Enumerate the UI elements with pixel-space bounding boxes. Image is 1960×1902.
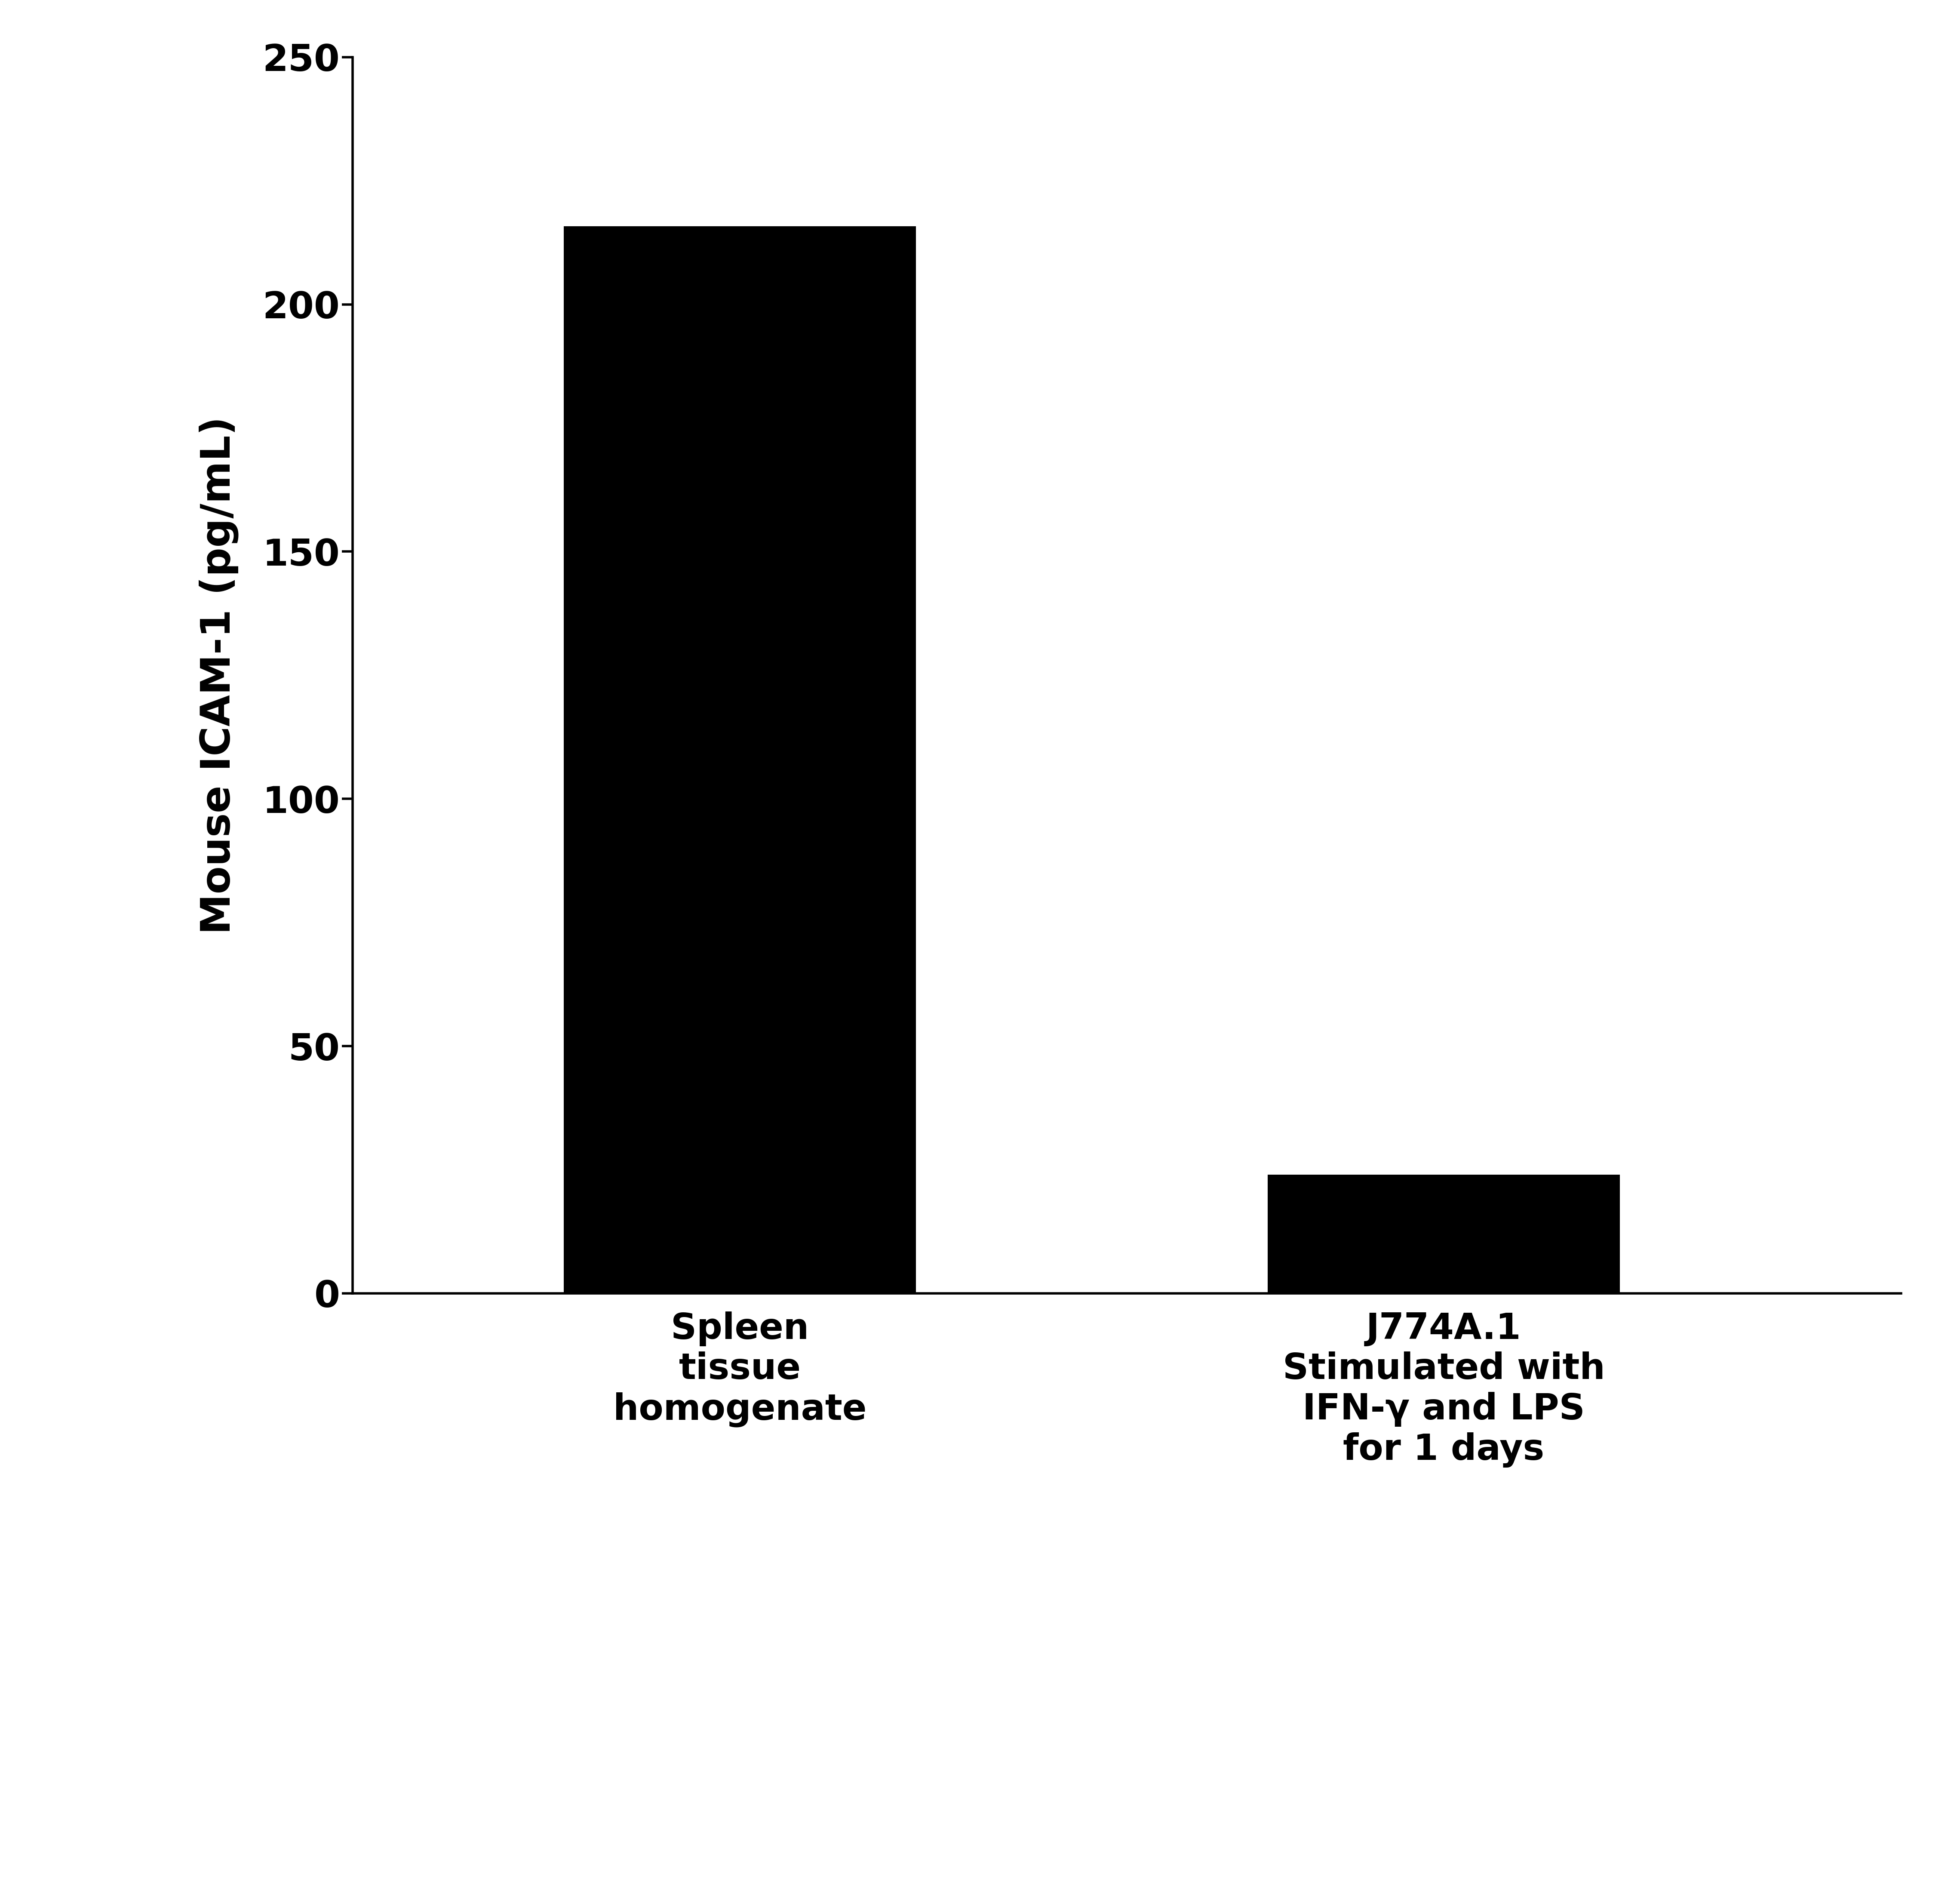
Y-axis label: Mouse ICAM-1 (pg/mL): Mouse ICAM-1 (pg/mL) bbox=[200, 417, 239, 934]
Bar bbox=[564, 226, 915, 1293]
Bar bbox=[1268, 1175, 1619, 1293]
